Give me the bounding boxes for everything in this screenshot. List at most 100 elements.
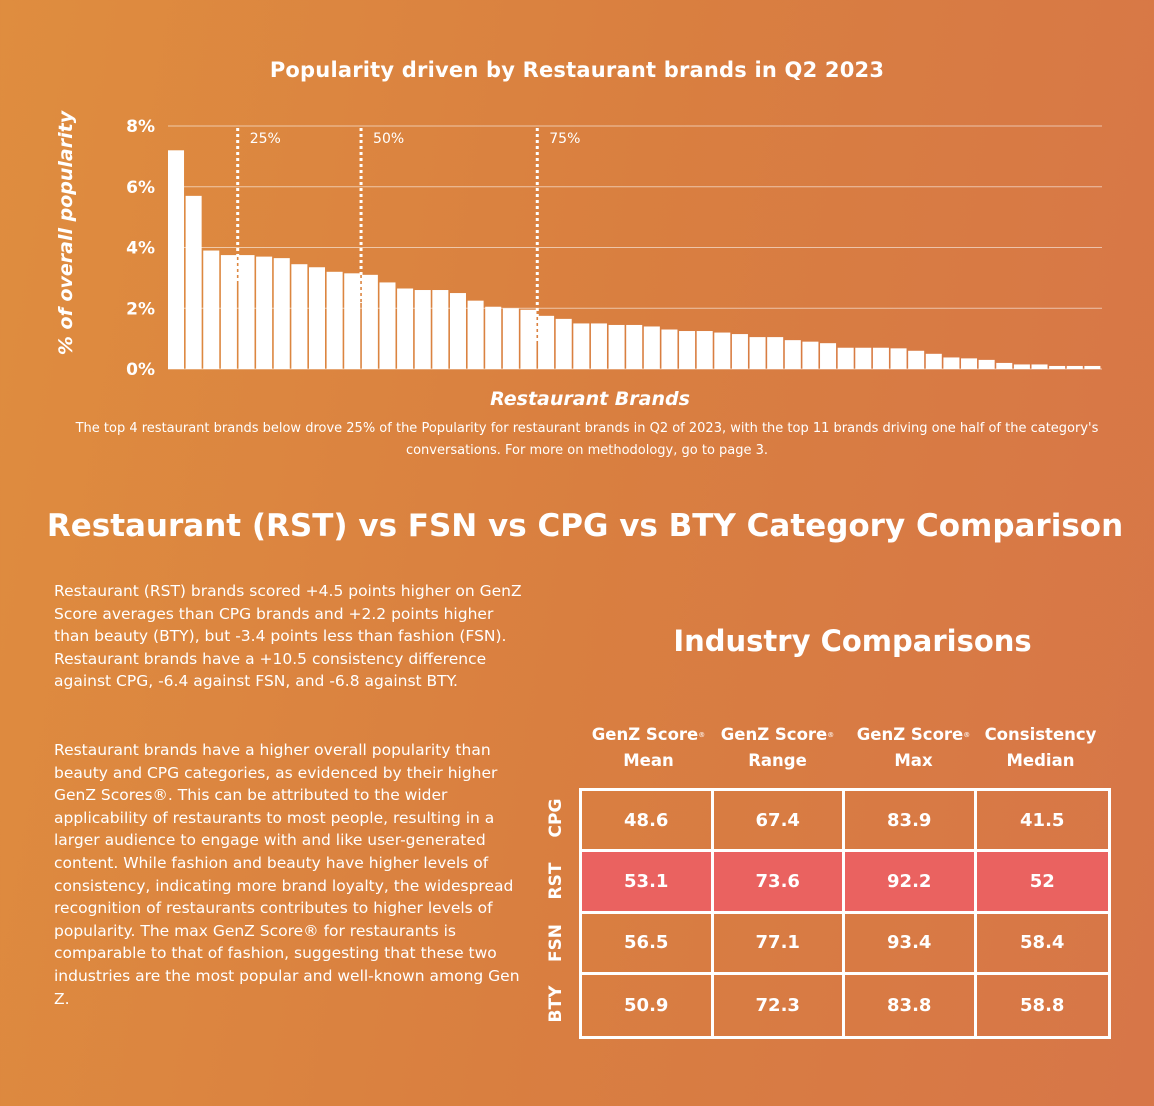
bar xyxy=(978,359,995,369)
bar xyxy=(1049,365,1066,369)
bar xyxy=(714,332,731,369)
bar xyxy=(626,324,643,369)
table-cell: 58.4 xyxy=(976,914,1108,975)
bar xyxy=(555,318,572,369)
bar xyxy=(1031,364,1048,369)
chart-caption: The top 4 restaurant brands below drove … xyxy=(75,421,1099,458)
table-cell: 83.8 xyxy=(845,974,977,1036)
bar xyxy=(538,315,555,369)
row-label-text: BTY xyxy=(546,985,566,1023)
column-header-line: Range xyxy=(748,751,807,770)
section-title: Restaurant (RST) vs FSN vs CPG vs BTY Ca… xyxy=(46,508,1124,544)
table-cell: 58.8 xyxy=(1020,994,1065,1016)
bar xyxy=(273,258,290,369)
x-axis-label: Restaurant Brands xyxy=(490,388,690,410)
bar xyxy=(467,300,484,369)
bar xyxy=(837,347,854,369)
y-tick-label: 8% xyxy=(126,117,155,137)
y-tick-label: 6% xyxy=(126,178,155,198)
registered-mark: ® xyxy=(963,731,971,739)
bar xyxy=(661,329,678,369)
bar xyxy=(256,256,273,369)
bar xyxy=(749,337,766,369)
percentile-marker-label: 75% xyxy=(549,131,580,147)
y-tick-label: 0% xyxy=(126,360,155,380)
table-cell: 83.9 xyxy=(845,791,977,853)
bar xyxy=(1013,364,1030,369)
y-axis-label-text: % of overall popularity xyxy=(55,110,77,356)
bar xyxy=(573,323,590,369)
bar xyxy=(731,334,748,369)
table-cell: 41.5 xyxy=(976,791,1108,853)
column-header-line: GenZ Score xyxy=(591,725,699,744)
bar xyxy=(397,288,414,369)
bar xyxy=(168,150,185,369)
bar xyxy=(820,343,837,369)
bar xyxy=(679,331,696,369)
column-header-consistency: Consistency Median xyxy=(973,722,1108,774)
table-cell-highlight: 53.1 xyxy=(582,852,714,914)
bar xyxy=(784,340,801,369)
table-cell: 67.4 xyxy=(713,791,845,853)
bar xyxy=(590,323,607,369)
bar xyxy=(449,293,466,369)
table-cell: 72.3 xyxy=(714,974,845,1036)
y-tick-label: 2% xyxy=(126,299,155,319)
table-cell-highlight: 52 xyxy=(976,852,1108,914)
bar xyxy=(379,282,396,369)
bar xyxy=(890,348,907,369)
bar xyxy=(203,250,220,369)
bar xyxy=(802,341,819,369)
percentile-marker-label: 50% xyxy=(373,131,404,147)
bar xyxy=(643,326,660,369)
y-tick-label: 4% xyxy=(126,239,155,259)
bar xyxy=(308,267,326,369)
bar xyxy=(485,306,502,369)
row-label-text: CPG xyxy=(546,798,566,838)
percentile-marker-label: 25% xyxy=(250,131,281,147)
column-header-range: GenZ Score® Range xyxy=(710,722,845,774)
table-cell: 56.5 xyxy=(582,913,714,975)
registered-mark: ® xyxy=(827,731,835,739)
bar xyxy=(238,255,255,369)
row-label-text: FSN xyxy=(546,923,566,963)
registered-mark: ® xyxy=(698,731,706,739)
table-title: Industry Comparisons xyxy=(673,624,1032,658)
comparison-table: 48.6 67.4 83.9 41.5 53.1 73.6 92.2 52 56… xyxy=(579,788,1111,1039)
bar xyxy=(1084,365,1101,369)
bar-chart: 0% 2% 4% 6% 8% 25% 50% 75% xyxy=(126,117,1102,380)
chart-title: Popularity driven by Restaurant brands i… xyxy=(269,58,885,82)
column-header-max: GenZ Score® Max xyxy=(846,722,981,774)
column-header-line: GenZ Score xyxy=(720,725,828,744)
bar xyxy=(767,337,784,369)
bar xyxy=(326,271,343,369)
bar xyxy=(908,350,925,369)
column-header-line: Max xyxy=(894,751,933,770)
column-header-line: GenZ Score xyxy=(856,725,964,744)
bar xyxy=(414,290,431,369)
bar xyxy=(872,347,889,369)
table-cell: 77.1 xyxy=(713,913,845,975)
column-header-line: Consistency xyxy=(984,725,1097,744)
bar xyxy=(220,255,237,369)
bar xyxy=(696,331,713,369)
paragraph-analysis: Restaurant brands have a higher overall … xyxy=(54,741,520,1008)
bar xyxy=(291,264,308,369)
column-header-mean: GenZ Score® Mean xyxy=(581,722,716,774)
bar xyxy=(608,324,625,369)
bar xyxy=(361,274,378,369)
column-header-line: Mean xyxy=(623,751,674,770)
table-cell: 93.4 xyxy=(845,913,977,975)
bar xyxy=(502,308,519,369)
bar xyxy=(855,347,872,369)
bar xyxy=(961,358,978,369)
bar xyxy=(1066,365,1083,369)
bar xyxy=(344,273,361,369)
table-cell-highlight: 73.6 xyxy=(713,852,845,914)
column-header-line: Median xyxy=(1006,751,1075,770)
bar xyxy=(432,290,449,369)
bar xyxy=(925,353,942,369)
paragraph-summary: Restaurant (RST) brands scored +4.5 poin… xyxy=(54,582,522,691)
row-label-text: RST xyxy=(546,862,566,900)
bar xyxy=(943,357,960,369)
